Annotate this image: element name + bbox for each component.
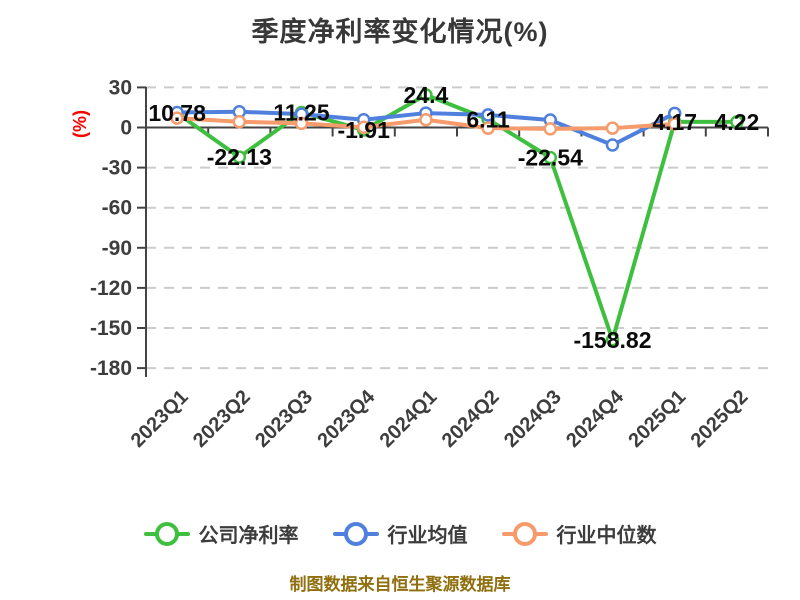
- axes: [137, 86, 769, 377]
- svg-text:-22.13: -22.13: [207, 144, 272, 170]
- svg-text:30: 30: [109, 76, 132, 99]
- svg-text:-1.91: -1.91: [337, 117, 390, 143]
- svg-text:2024Q4: 2024Q4: [562, 385, 629, 452]
- data-source-note: 制图数据来自恒生聚源数据库: [289, 575, 511, 594]
- x-axis-labels: 2023Q12023Q22023Q32023Q42024Q12024Q22024…: [127, 385, 753, 452]
- svg-text:-150: -150: [90, 317, 132, 340]
- y-axis-labels: 30 0 -30 -60 -90 -120 -150 -180: [90, 76, 132, 380]
- y-axis-title: (%): [70, 110, 90, 138]
- svg-text:6.11: 6.11: [466, 106, 510, 132]
- svg-text:-60: -60: [102, 197, 132, 220]
- svg-text:0: 0: [120, 117, 132, 140]
- svg-text:2023Q3: 2023Q3: [251, 386, 317, 452]
- legend-label: 公司净利率: [198, 525, 299, 547]
- svg-text:2023Q1: 2023Q1: [127, 386, 193, 452]
- svg-text:11.25: 11.25: [273, 99, 329, 125]
- svg-text:2025Q1: 2025Q1: [624, 386, 690, 452]
- svg-text:2024Q2: 2024Q2: [438, 386, 504, 452]
- legend: 公司净利率 行业均值 行业中位数: [0, 519, 800, 548]
- svg-text:2024Q3: 2024Q3: [500, 386, 566, 452]
- series-industry-median: [170, 111, 682, 136]
- legend-label: 行业均值: [387, 525, 468, 547]
- svg-text:-90: -90: [102, 237, 132, 260]
- svg-text:-30: -30: [102, 157, 132, 180]
- svg-text:4.22: 4.22: [715, 109, 760, 135]
- svg-text:2024Q1: 2024Q1: [376, 386, 442, 452]
- svg-text:2023Q2: 2023Q2: [189, 386, 255, 452]
- legend-line-marker-icon: [332, 521, 379, 547]
- svg-text:4.17: 4.17: [652, 109, 697, 135]
- legend-item-company-net-margin[interactable]: 公司净利率: [143, 519, 299, 548]
- gridlines: [146, 86, 768, 370]
- svg-text:10.78: 10.78: [148, 100, 206, 126]
- legend-line-marker-icon: [501, 521, 548, 547]
- svg-text:2023Q4: 2023Q4: [313, 385, 380, 452]
- line-chart-plot: 300-30-60-90-120-150-180(%)2023Q12023Q22…: [70, 76, 769, 452]
- svg-text:-180: -180: [90, 357, 132, 380]
- svg-text:24.4: 24.4: [404, 82, 449, 108]
- svg-text:-158.82: -158.82: [573, 327, 651, 353]
- legend-line-marker-icon: [143, 521, 190, 547]
- legend-label: 行业中位数: [556, 525, 657, 547]
- chart-title: 季度净利率变化情况(%): [251, 17, 549, 47]
- svg-text:-120: -120: [90, 277, 132, 300]
- legend-item-industry-median[interactable]: 行业中位数: [501, 519, 657, 548]
- legend-item-industry-mean[interactable]: 行业均值: [332, 519, 468, 548]
- svg-text:-22.54: -22.54: [518, 145, 583, 171]
- svg-text:2025Q2: 2025Q2: [687, 386, 753, 452]
